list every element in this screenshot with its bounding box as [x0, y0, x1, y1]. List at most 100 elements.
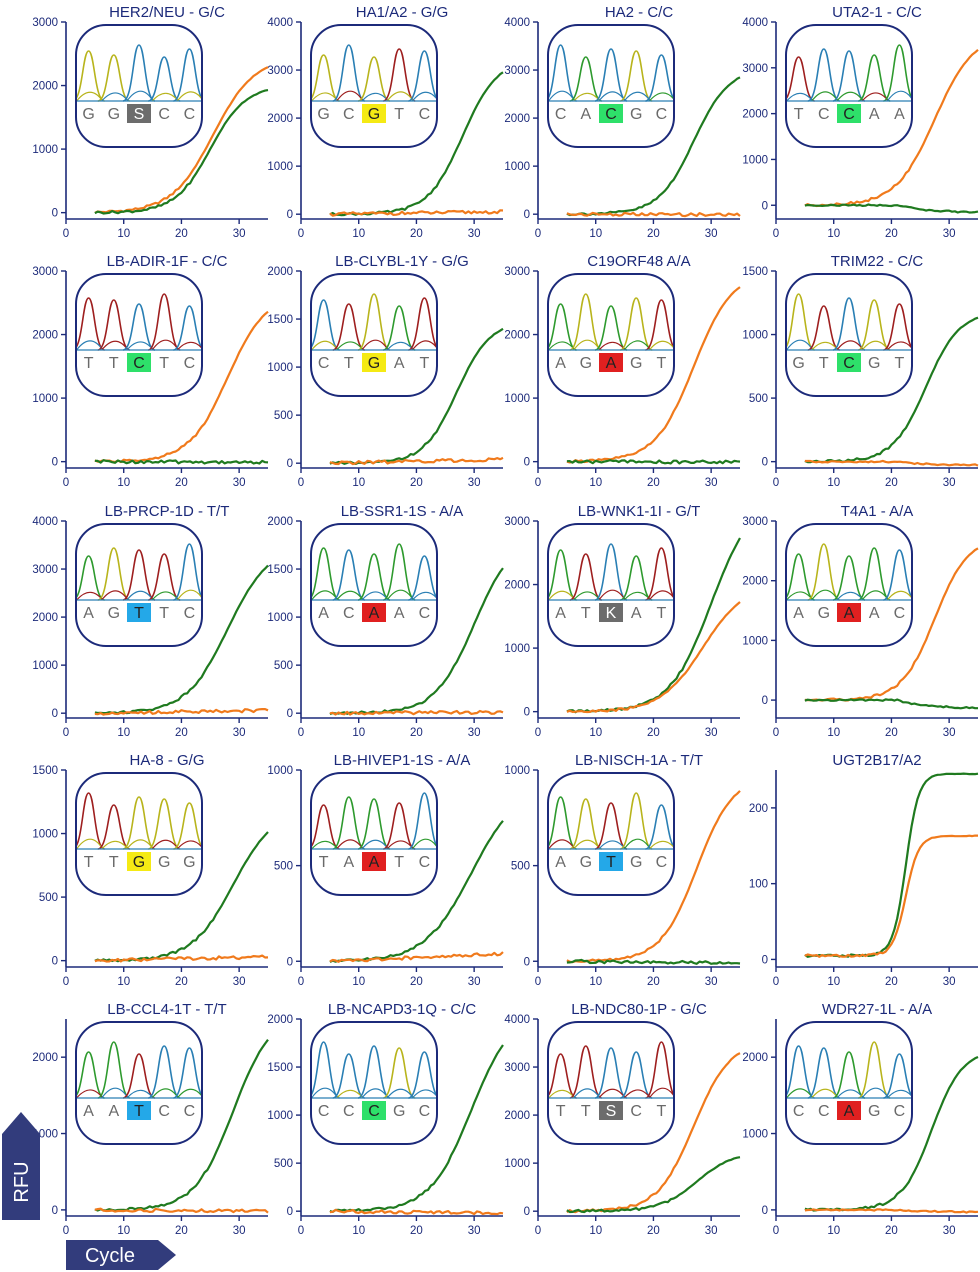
chromatogram-minor-peak: [176, 840, 201, 850]
x-tick-label: 20: [885, 228, 898, 240]
x-tick-label: 0: [535, 1225, 541, 1237]
x-tick-label: 0: [773, 976, 779, 988]
base-letter: T: [556, 1103, 566, 1120]
x-tick-label: 0: [535, 228, 541, 240]
series-line-orange: [94, 1207, 269, 1214]
chromatogram-minor-peak: [811, 589, 839, 601]
base-letter: C: [419, 106, 431, 123]
x-tick-label: 30: [943, 1225, 956, 1237]
x-tick-label: 10: [589, 228, 602, 240]
highlighted-base-letter: A: [844, 605, 855, 622]
chromatogram-minor-peak: [623, 838, 651, 850]
chromatogram-peak: [357, 553, 391, 601]
chromatogram-minor-peak: [648, 590, 673, 601]
base-letter: G: [393, 1103, 405, 1120]
chart-title: LB-SSR1-1S - A/A: [341, 503, 464, 520]
chromatogram-peak: [382, 48, 416, 102]
highlighted-base-letter: C: [843, 106, 855, 123]
chromatogram-peak: [857, 54, 891, 102]
x-tick-label: 20: [410, 228, 423, 240]
base-letter: C: [818, 106, 830, 123]
y-tick-label: 1500: [32, 765, 58, 777]
chromatogram-peak: [807, 305, 841, 351]
chromatogram-peak: [77, 50, 105, 102]
series-line-orange: [804, 834, 978, 958]
chromatogram-peak: [619, 1051, 653, 1099]
highlighted-base-box: [127, 1101, 151, 1120]
y-tick-label: 500: [274, 660, 293, 672]
base-letter: C: [818, 1103, 830, 1120]
chromatogram-peak: [882, 44, 911, 102]
inset-frame: [310, 772, 438, 896]
chart-title: LB-NDC80-1P - G/C: [571, 1001, 707, 1018]
base-letter: G: [580, 355, 592, 372]
base-letter: T: [794, 106, 804, 123]
y-tick-label: 1000: [504, 393, 530, 405]
base-letter: T: [319, 854, 329, 871]
highlighted-base-letter: A: [844, 1103, 855, 1120]
chart-title: UGT2B17/A2: [832, 752, 921, 769]
highlighted-base-letter: K: [606, 605, 617, 622]
chromatogram-minor-peak: [648, 840, 673, 850]
chromatogram-peak: [408, 1051, 436, 1099]
x-tick-label: 10: [827, 976, 840, 988]
chromatogram-peak: [97, 54, 131, 102]
chromatogram-peak: [77, 792, 106, 850]
chromatogram-minor-peak: [176, 91, 201, 102]
base-letter: G: [630, 106, 642, 123]
rfu-axis-badge: RFU: [2, 1112, 40, 1220]
base-letter: A: [394, 605, 405, 622]
y-tick-label: 2000: [267, 516, 293, 528]
chromatogram-peak: [312, 54, 340, 102]
base-letter: A: [83, 605, 94, 622]
series-line-green: [94, 1039, 269, 1212]
chromatogram-peak: [408, 50, 436, 102]
inset-frame: [547, 1021, 675, 1145]
x-tick-label: 0: [63, 1225, 69, 1237]
highlighted-base-letter: T: [134, 605, 144, 622]
y-tick-label: 200: [749, 803, 768, 815]
series-line-green: [804, 203, 979, 214]
chromatogram-peak: [357, 798, 391, 850]
highlighted-base-box: [362, 603, 386, 622]
base-letter: T: [581, 1103, 591, 1120]
x-tick-label: 10: [352, 477, 365, 489]
chromatogram-peak: [357, 56, 391, 102]
highlighted-base-letter: T: [606, 854, 616, 871]
cycle-arrow-shape: [66, 1240, 176, 1270]
chromatogram-peak: [594, 802, 628, 850]
base-letter: T: [420, 355, 430, 372]
x-tick-label: 10: [589, 1225, 602, 1237]
chromatogram-peak: [883, 303, 911, 351]
highlighted-base-letter: G: [368, 106, 380, 123]
chromatogram-peak: [77, 555, 105, 601]
y-tick-label: 3000: [32, 17, 58, 29]
chromatogram-peak: [147, 553, 181, 601]
chromatogram-minor-peak: [176, 1088, 201, 1099]
x-tick-label: 20: [410, 976, 423, 988]
chromatogram-peak: [644, 1041, 673, 1099]
inset-frame: [75, 273, 203, 397]
x-tick-label: 10: [117, 228, 130, 240]
base-letter: A: [869, 106, 880, 123]
chromatogram-peak: [549, 303, 577, 351]
chromatogram-peak: [357, 1045, 391, 1099]
base-letter: G: [158, 854, 170, 871]
series-line-green: [329, 327, 504, 465]
base-letter: C: [158, 1103, 170, 1120]
chromatogram-minor-peak: [573, 339, 601, 351]
chromatogram-peak: [122, 796, 156, 850]
y-tick-label: 2000: [267, 1014, 293, 1026]
chromatogram-peak: [594, 543, 628, 601]
base-letter: C: [343, 605, 355, 622]
